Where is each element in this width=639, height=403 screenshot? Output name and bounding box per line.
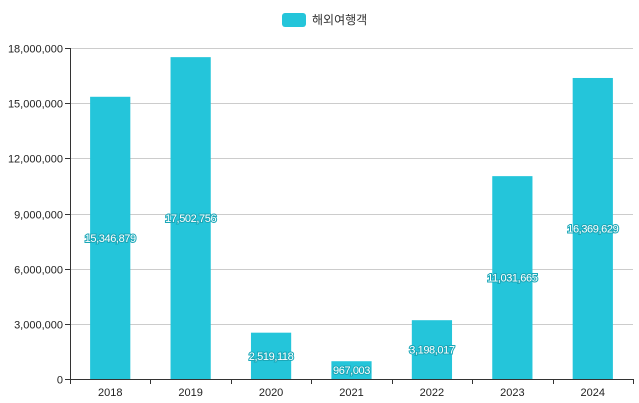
x-tick-label-2019: 2019 [178, 387, 202, 399]
y-tick-label: 18,000,000 [8, 44, 63, 56]
bar-2020[interactable] [250, 332, 292, 379]
y-tick-label: 15,000,000 [8, 99, 63, 111]
bar-2021[interactable] [331, 361, 372, 379]
y-tick-label: 6,000,000 [14, 265, 63, 277]
gridlines [70, 48, 633, 325]
bars [90, 57, 613, 379]
bar-2019[interactable] [170, 57, 211, 379]
x-tick-label-2024: 2024 [581, 387, 605, 399]
data-label-2018: 15,346,879 [85, 233, 136, 245]
data-label-2022: 3,198,017 [409, 345, 455, 357]
data-labels: 15,346,879 17,502,756 2,519,118 967,003 3,19… [84, 212, 620, 378]
legend-swatch [282, 13, 306, 27]
y-tick-label: 0 [57, 375, 63, 387]
y-tick-label: 3,000,000 [14, 320, 63, 332]
x-tick-label-2023: 2023 [500, 387, 524, 399]
data-label-2020: 2,519,118 [249, 351, 294, 363]
bar-2022[interactable] [411, 320, 453, 379]
data-label-2024: 16,369,629 [567, 223, 618, 235]
data-label-2021: 967,003 [333, 365, 370, 377]
x-axis: 2018 2019 2020 2021 2022 2023 2024 [70, 379, 634, 399]
data-label-2023: 11,031,665 [487, 273, 538, 285]
bar-2024[interactable] [572, 77, 613, 379]
bar-2023[interactable] [492, 176, 533, 379]
x-tick-label-2018: 2018 [98, 387, 122, 399]
x-tick-label-2021: 2021 [339, 387, 363, 399]
x-tick-label-2022: 2022 [420, 387, 444, 399]
data-label-2019: 17,502,756 [165, 213, 216, 225]
y-axis: 0 3,000,000 6,000,000 9,000,000 12,000,000 15… [8, 44, 71, 387]
y-tick-label: 12,000,000 [8, 154, 63, 166]
y-tick-label: 9,000,000 [14, 210, 63, 222]
legend-label-overseas-travelers: 해외여행객 [312, 12, 367, 27]
legend[interactable]: 해외여행객 [282, 12, 367, 27]
bar-2018[interactable] [90, 96, 131, 379]
x-tick-label-2020: 2020 [259, 387, 283, 399]
